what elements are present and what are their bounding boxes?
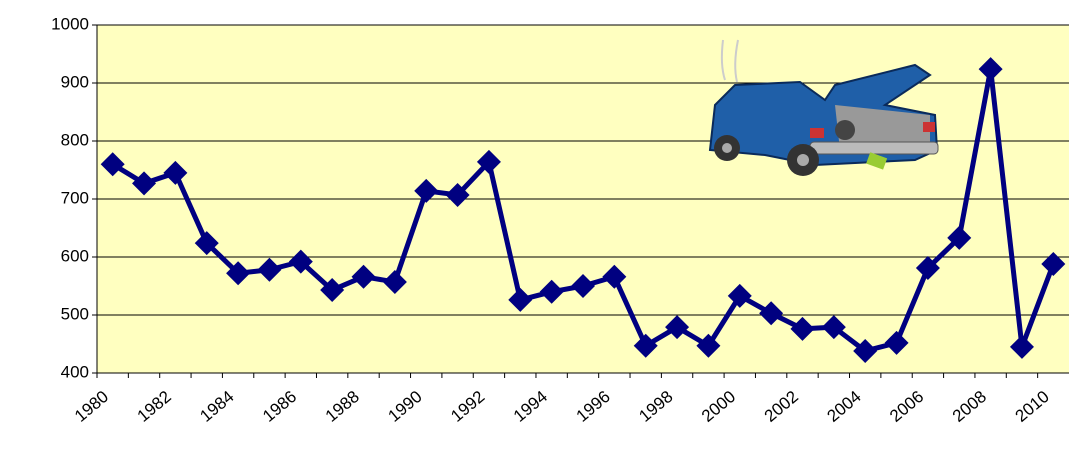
x-tick-label: 1998 bbox=[635, 387, 676, 426]
y-tick-label: 1000 bbox=[51, 14, 89, 33]
x-tick-label: 2006 bbox=[886, 387, 927, 426]
y-tick-label: 400 bbox=[61, 362, 89, 381]
x-tick-label: 2000 bbox=[698, 387, 739, 426]
x-tick-label: 1992 bbox=[447, 387, 488, 426]
x-tick-label: 2002 bbox=[761, 387, 802, 426]
x-tick-label: 1994 bbox=[510, 387, 551, 426]
x-tick-label: 1984 bbox=[196, 387, 237, 426]
x-tick-label: 2008 bbox=[949, 387, 990, 426]
x-tick-label: 1986 bbox=[259, 387, 300, 426]
x-tick-label: 2004 bbox=[823, 387, 864, 426]
y-tick-label: 800 bbox=[61, 130, 89, 149]
y-tick-label: 500 bbox=[61, 304, 89, 323]
x-tick-label: 1982 bbox=[134, 387, 175, 426]
chart: 400 500 600 700 800 900 1000 1980 1982 1984 1986 19… bbox=[0, 0, 1069, 450]
x-tick-label: 1990 bbox=[384, 387, 425, 426]
x-tick-label: 1988 bbox=[322, 387, 363, 426]
x-tick-label: 1980 bbox=[71, 387, 112, 426]
x-tick-label: 2010 bbox=[1012, 387, 1053, 426]
y-tick-label: 600 bbox=[61, 246, 89, 265]
x-tick-label: 1996 bbox=[573, 387, 614, 426]
page: {"chart_data": {"type": "line", "categor… bbox=[0, 0, 1069, 450]
y-tick-label: 700 bbox=[61, 188, 89, 207]
y-tick-label: 900 bbox=[61, 72, 89, 91]
